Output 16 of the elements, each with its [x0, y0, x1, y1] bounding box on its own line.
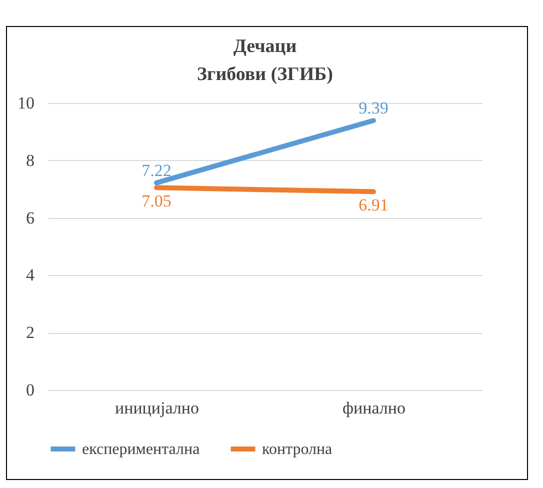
x-tick-label: иницијално: [115, 398, 199, 418]
legend-label: експериментална: [82, 441, 200, 458]
y-tick-label: 8: [26, 150, 34, 170]
y-tick-label: 2: [26, 323, 34, 342]
y-tick-label: 0: [26, 380, 34, 400]
x-tick-label: финално: [342, 398, 406, 418]
y-tick-label: 6: [26, 208, 34, 228]
data-label: 7.05: [142, 192, 172, 211]
text: Дечаци: [233, 36, 297, 57]
data-label: 7.22: [142, 160, 172, 180]
data-label: 9.39: [358, 98, 388, 118]
data-label: 6.91: [358, 196, 388, 215]
legend-label: контролна: [262, 441, 332, 458]
y-tick-label: 4: [26, 266, 35, 285]
y-tick-label: 10: [18, 94, 34, 112]
text: Згибови (ЗГИБ): [197, 64, 333, 85]
